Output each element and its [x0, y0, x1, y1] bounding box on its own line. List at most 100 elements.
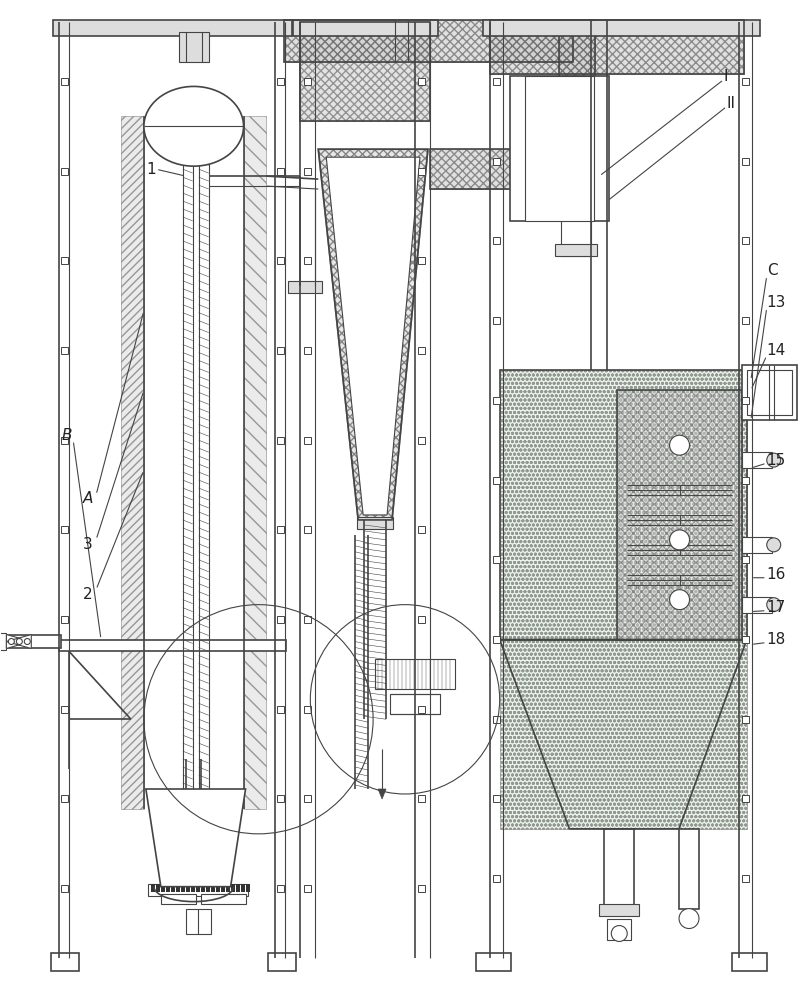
Bar — [482, 20, 760, 36]
Bar — [243, 116, 267, 809]
Bar — [6, 635, 61, 648]
Bar — [304, 795, 311, 802]
Bar — [490, 20, 744, 74]
Bar — [304, 347, 311, 354]
Bar — [743, 78, 749, 85]
Bar — [304, 437, 311, 444]
Circle shape — [767, 538, 781, 552]
Bar — [216, 884, 220, 892]
Circle shape — [24, 639, 30, 645]
Bar — [493, 317, 500, 324]
Bar — [241, 884, 245, 892]
Bar — [390, 694, 440, 714]
Bar — [375, 659, 455, 689]
Bar — [493, 78, 500, 85]
Bar — [301, 22, 430, 121]
Bar — [200, 884, 204, 892]
Bar — [284, 20, 574, 62]
Bar — [176, 884, 179, 892]
Text: I: I — [724, 69, 728, 84]
Bar — [600, 904, 639, 916]
Text: 16: 16 — [767, 567, 786, 582]
Bar — [524, 76, 595, 221]
Bar — [200, 894, 246, 904]
Bar — [493, 716, 500, 723]
Text: 3: 3 — [83, 537, 93, 552]
Polygon shape — [6, 635, 32, 648]
Text: 2: 2 — [83, 587, 93, 602]
Text: 1: 1 — [146, 162, 155, 177]
Bar — [617, 390, 742, 640]
Text: B: B — [61, 428, 72, 443]
Bar — [304, 257, 311, 264]
Polygon shape — [6, 635, 32, 648]
Bar — [179, 32, 208, 62]
Bar — [277, 885, 284, 892]
Bar — [284, 20, 574, 62]
Bar — [0, 633, 6, 650]
Circle shape — [767, 453, 781, 467]
Bar — [61, 168, 68, 175]
Bar — [166, 884, 170, 892]
Circle shape — [670, 530, 689, 550]
Bar — [493, 158, 500, 165]
Bar — [304, 885, 311, 892]
Bar — [493, 875, 500, 882]
Bar — [277, 526, 284, 533]
Bar — [151, 884, 155, 892]
Circle shape — [670, 590, 689, 610]
Bar — [419, 795, 426, 802]
Bar — [559, 20, 595, 179]
Bar — [476, 953, 511, 971]
Bar — [277, 347, 284, 354]
Bar — [277, 78, 284, 85]
Bar — [186, 909, 211, 934]
Bar — [61, 885, 68, 892]
Bar — [419, 526, 426, 533]
Bar — [301, 22, 430, 121]
Bar — [61, 616, 68, 623]
Bar — [61, 437, 68, 444]
Bar — [293, 20, 438, 36]
Bar — [304, 168, 311, 175]
Bar — [493, 636, 500, 643]
Polygon shape — [146, 789, 246, 887]
Bar — [419, 347, 426, 354]
Bar — [419, 437, 426, 444]
Text: 13: 13 — [767, 295, 786, 310]
Bar — [742, 452, 772, 468]
Bar — [196, 884, 200, 892]
Bar — [743, 237, 749, 244]
Bar — [419, 885, 426, 892]
Bar — [679, 829, 699, 909]
Text: C: C — [767, 263, 777, 278]
Bar — [61, 706, 68, 713]
Circle shape — [679, 909, 699, 929]
Bar — [211, 884, 215, 892]
Bar — [743, 875, 749, 882]
Bar — [747, 370, 792, 415]
Bar — [277, 795, 284, 802]
Circle shape — [670, 435, 689, 455]
Bar — [277, 437, 284, 444]
Bar — [743, 556, 749, 563]
Bar — [191, 884, 195, 892]
Bar — [493, 397, 500, 404]
Bar — [555, 196, 597, 208]
Bar — [743, 795, 749, 802]
Bar — [493, 237, 500, 244]
Bar — [277, 706, 284, 713]
Bar — [419, 616, 426, 623]
Bar — [156, 884, 160, 892]
Bar — [61, 795, 68, 802]
Circle shape — [612, 926, 627, 941]
Bar — [499, 640, 747, 829]
Polygon shape — [318, 149, 428, 520]
Bar — [743, 317, 749, 324]
Bar — [277, 616, 284, 623]
Bar — [268, 953, 297, 971]
Bar — [206, 884, 209, 892]
Text: II: II — [727, 96, 736, 111]
Bar — [493, 795, 500, 802]
Bar — [742, 365, 797, 420]
